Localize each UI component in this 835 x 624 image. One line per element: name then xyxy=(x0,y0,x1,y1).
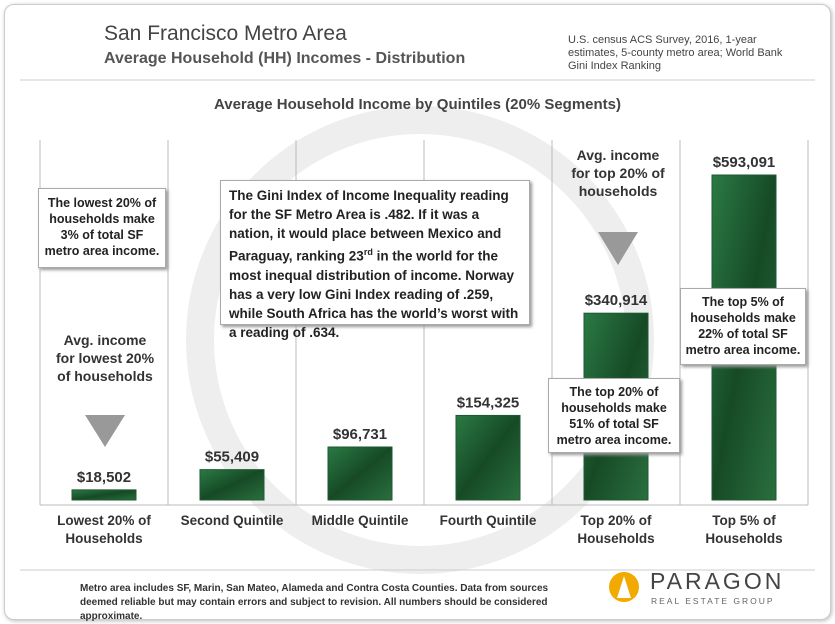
gini-sup: rd xyxy=(363,247,373,257)
subtitle: Average Household (HH) Incomes - Distrib… xyxy=(104,50,466,67)
source: U.S. census ACS Survey, 2016, 1-year est… xyxy=(568,34,783,72)
arrow xyxy=(598,232,638,265)
bar xyxy=(199,469,265,501)
value-label: $96,731 xyxy=(333,426,387,443)
value-label: $154,325 xyxy=(457,394,520,411)
title: San Francisco Metro Area xyxy=(104,22,347,45)
x-tick-label: Top 20% of Households xyxy=(577,513,655,546)
value-label: $55,409 xyxy=(205,449,259,466)
value-label: $18,502 xyxy=(77,469,131,486)
x-tick-label: Second Quintile xyxy=(180,513,284,528)
bar xyxy=(327,446,393,501)
value-label: $593,091 xyxy=(713,154,776,171)
annotation: The top 5% of households make 22% of tot… xyxy=(680,288,806,365)
annotation: Avg. income for top 20% of households xyxy=(571,147,665,199)
x-tick-label: Top 5% of Households xyxy=(705,513,783,546)
chart-title: Average Household Income by Quintiles (2… xyxy=(213,96,622,113)
bar xyxy=(455,414,521,501)
annotation: The lowest 20% of households make 3% of … xyxy=(38,188,166,268)
x-tick-label: Middle Quintile xyxy=(311,513,409,528)
logo-sub: REAL ESTATE GROUP xyxy=(651,596,775,606)
gini-text: in the world for the most inequal distri… xyxy=(229,248,519,340)
bar xyxy=(71,489,137,501)
x-tick-label: Fourth Quintile xyxy=(439,513,537,528)
gini-text: The Gini Index of Income Inequality read… xyxy=(229,188,509,264)
value-label: $340,914 xyxy=(585,292,648,309)
arrow xyxy=(85,415,125,447)
annotation: Avg. income for lowest 20% of households xyxy=(55,332,155,384)
footer: Metro area includes SF, Marin, San Mateo… xyxy=(80,583,549,622)
annotation: The top 20% of households make 51% of to… xyxy=(548,378,680,453)
x-tick-label: Lowest 20% of Households xyxy=(57,513,151,546)
gini-note: The Gini Index of Income Inequality read… xyxy=(220,180,530,340)
logo: PARAGON xyxy=(650,568,785,594)
logo-icon xyxy=(617,576,631,598)
